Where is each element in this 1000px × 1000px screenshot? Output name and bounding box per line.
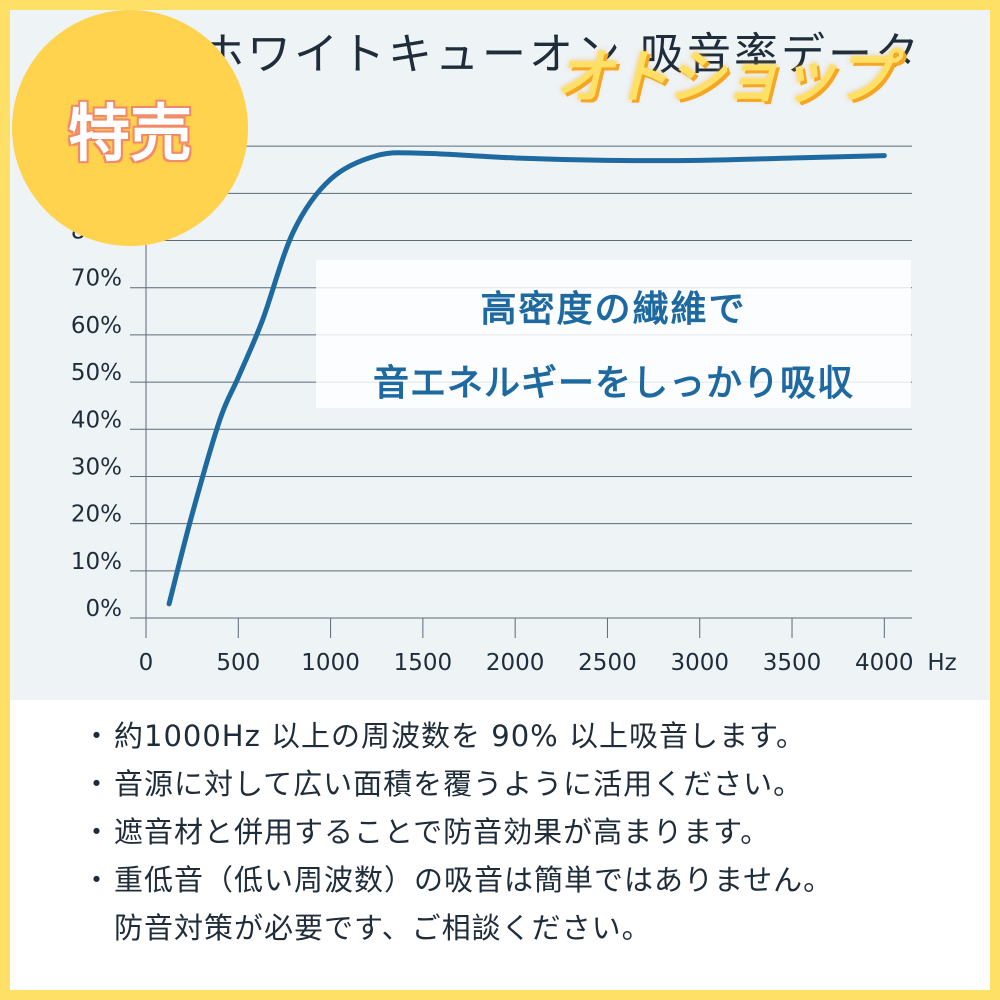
y-tick-label: 10% [71, 549, 122, 575]
sale-badge: 特売 [12, 10, 248, 246]
x-tick-label: 4000 [855, 650, 914, 676]
feature-item-4-continuation: 防音対策が必要です、ご相談ください。 [114, 911, 652, 945]
y-tick-label: 60% [71, 313, 122, 339]
x-tick-label: 1500 [394, 650, 453, 676]
x-tick-label: 3000 [670, 650, 729, 676]
feature-text: 遮音材と併用することで防音効果が高まります。 [114, 815, 771, 849]
feature-text: 約1000Hz 以上の周波数を 90% 以上吸音します。 [114, 719, 807, 753]
feature-item-3: ・遮音材と併用することで防音効果が高まります。 [80, 808, 960, 856]
y-tick-label: 30% [71, 454, 122, 480]
x-tick-label: 500 [216, 650, 260, 676]
bullet-marker: ・ [81, 815, 112, 849]
feature-text: 重低音（低い周波数）の吸音は簡単ではありません。 [114, 863, 834, 897]
shop-logo: オトショップ [555, 43, 893, 111]
y-tick-label: 0% [86, 596, 123, 622]
x-tick-label: 2000 [486, 650, 545, 676]
callout-line-2: 音エネルギーをしっかり吸収 [372, 363, 854, 404]
bullet-marker: ・ [81, 863, 112, 897]
bullet-marker: ・ [81, 719, 112, 753]
feature-list: ・約1000Hz 以上の周波数を 90% 以上吸音します。 ・音源に対して広い面… [80, 712, 960, 952]
sale-badge-label: 特売 [67, 97, 192, 170]
feature-text: 音源に対して広い面積を覆うように活用ください。 [114, 767, 804, 801]
feature-item-1: ・約1000Hz 以上の周波数を 90% 以上吸音します。 [80, 712, 960, 760]
y-tick-label: 70% [71, 266, 122, 292]
absorption-chart: 0%10%20%30%40%50%60%70%80%90%100%0500100… [56, 99, 957, 676]
bullet-marker: ・ [81, 767, 112, 801]
x-tick-label: 1000 [301, 650, 360, 676]
x-unit-label: Hz [927, 650, 956, 676]
y-tick-label: 20% [71, 502, 122, 528]
x-tick-label: 0 [139, 650, 154, 676]
x-tick-label: 2500 [578, 650, 637, 676]
absorption-series-line [166, 150, 887, 607]
feature-item-4: ・重低音（低い周波数）の吸音は簡単ではありません。 [80, 856, 960, 904]
feature-item-2: ・音源に対して広い面積を覆うように活用ください。 [80, 760, 960, 808]
callout-line-1: 高密度の繊維で [480, 289, 747, 330]
y-tick-label: 40% [71, 407, 122, 433]
chart-title: ホワイトキューオン 吸音率データ [200, 29, 922, 80]
x-tick-label: 3500 [763, 650, 822, 676]
y-tick-label: 50% [71, 360, 122, 386]
callout-box: 高密度の繊維で 音エネルギーをしっかり吸収 [316, 260, 911, 408]
